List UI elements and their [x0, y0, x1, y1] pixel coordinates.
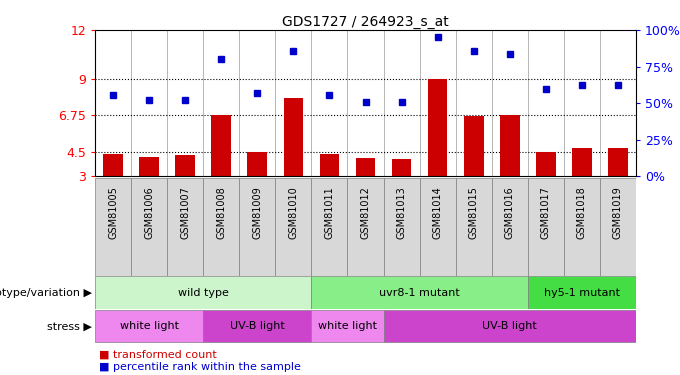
Text: GSM81015: GSM81015: [469, 186, 479, 239]
Text: GSM81011: GSM81011: [324, 186, 335, 238]
Bar: [284, 98, 303, 176]
Bar: [428, 79, 447, 176]
Bar: [95, 310, 203, 342]
Bar: [311, 276, 528, 309]
Bar: [528, 178, 564, 276]
Text: GSM81019: GSM81019: [613, 186, 623, 238]
Bar: [464, 116, 483, 176]
Bar: [248, 152, 267, 176]
Bar: [347, 178, 384, 276]
Text: wild type: wild type: [178, 288, 228, 297]
Text: ■ transformed count: ■ transformed count: [99, 350, 216, 359]
Text: uvr8-1 mutant: uvr8-1 mutant: [379, 288, 460, 297]
Text: stress ▶: stress ▶: [47, 321, 92, 331]
Bar: [384, 310, 636, 342]
Text: ■ percentile rank within the sample: ■ percentile rank within the sample: [99, 362, 301, 372]
Bar: [175, 155, 195, 176]
Bar: [95, 276, 311, 309]
Bar: [356, 158, 375, 176]
Bar: [203, 310, 311, 342]
Text: UV-B light: UV-B light: [230, 321, 285, 331]
Title: GDS1727 / 264923_s_at: GDS1727 / 264923_s_at: [282, 15, 449, 29]
Text: GSM81010: GSM81010: [288, 186, 299, 238]
Bar: [311, 178, 347, 276]
Text: white light: white light: [120, 321, 179, 331]
Bar: [239, 178, 275, 276]
Bar: [311, 310, 384, 342]
Text: white light: white light: [318, 321, 377, 331]
Bar: [211, 116, 231, 176]
Bar: [139, 157, 159, 176]
Bar: [320, 153, 339, 176]
Bar: [103, 154, 123, 176]
Bar: [600, 178, 636, 276]
Bar: [384, 178, 420, 276]
Bar: [500, 114, 520, 176]
Bar: [456, 178, 492, 276]
Text: GSM81016: GSM81016: [505, 186, 515, 238]
Text: UV-B light: UV-B light: [482, 321, 537, 331]
Bar: [572, 148, 592, 176]
Text: GSM81008: GSM81008: [216, 186, 226, 238]
Bar: [275, 178, 311, 276]
Text: GSM81017: GSM81017: [541, 186, 551, 239]
Bar: [392, 159, 411, 176]
Bar: [420, 178, 456, 276]
Text: GSM81014: GSM81014: [432, 186, 443, 238]
Text: GSM81005: GSM81005: [108, 186, 118, 239]
Text: GSM81009: GSM81009: [252, 186, 262, 238]
Bar: [167, 178, 203, 276]
Bar: [95, 178, 131, 276]
Text: GSM81018: GSM81018: [577, 186, 587, 238]
Text: GSM81013: GSM81013: [396, 186, 407, 238]
Bar: [131, 178, 167, 276]
Bar: [564, 178, 600, 276]
Text: hy5-1 mutant: hy5-1 mutant: [544, 288, 619, 297]
Text: GSM81012: GSM81012: [360, 186, 371, 239]
Text: genotype/variation ▶: genotype/variation ▶: [0, 288, 92, 297]
Bar: [528, 276, 636, 309]
Text: GSM81006: GSM81006: [144, 186, 154, 238]
Bar: [536, 152, 556, 176]
Text: GSM81007: GSM81007: [180, 186, 190, 239]
Bar: [203, 178, 239, 276]
Bar: [492, 178, 528, 276]
Bar: [608, 148, 628, 176]
